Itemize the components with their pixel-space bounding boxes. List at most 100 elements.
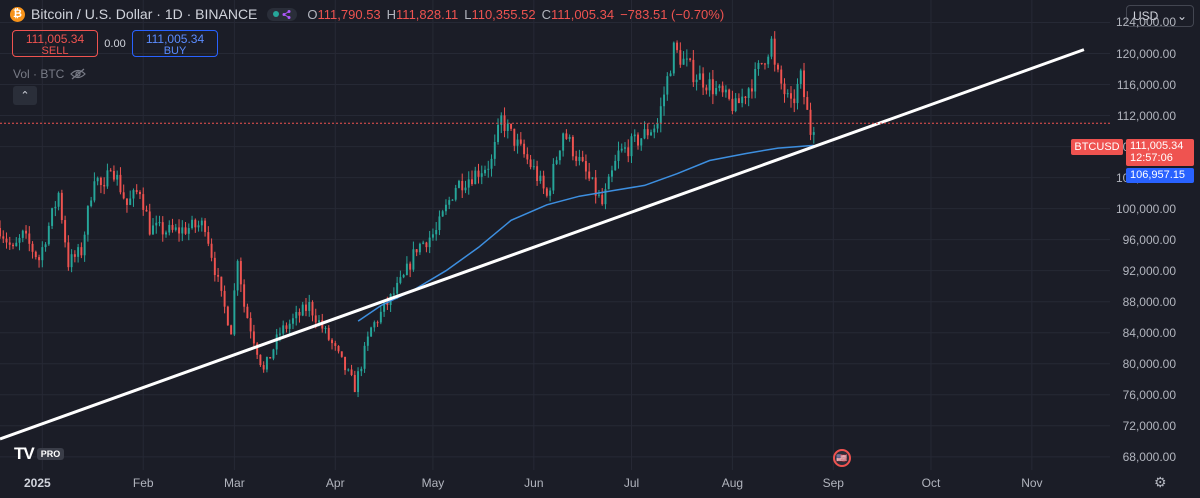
candle-body [44,244,47,248]
candle-body [451,199,454,201]
y-tick-label: 96,000.00 [1122,232,1176,247]
candle-body [373,322,376,328]
candle-body [178,227,181,234]
candle-body [262,365,265,370]
candle-body [643,129,646,139]
bitcoin-icon: ₿ [10,6,25,22]
x-tick-label: Jun [524,476,544,490]
candle-body [90,200,93,207]
candle-body [109,170,112,172]
candle-body [396,282,399,294]
chevron-down-icon: ⌄ [1176,9,1187,23]
candle-body [265,357,268,370]
candle-body [571,136,574,157]
ohlc-change: −783.51 (−0.70%) [620,6,725,22]
candle-body [259,354,262,366]
candle-body [278,333,281,335]
candle-body [536,166,539,181]
candle-body [282,325,285,334]
candle-body [334,343,337,346]
candle-body [767,56,770,65]
candle-body [604,189,607,205]
candle-body [610,170,613,177]
candle-body [226,306,229,326]
gear-icon[interactable]: ⚙ [1154,474,1167,490]
candle-body [155,222,158,226]
x-tick-label: Oct [921,476,941,490]
candle-body [666,76,669,95]
candle-body [269,357,272,359]
candle-body [125,198,128,205]
sell-label: SELL [41,45,69,57]
candle-body [54,206,57,209]
candle-body [711,79,714,95]
candle-body [676,42,679,51]
candle-body [70,254,73,268]
candle-body [60,192,63,221]
candle-body [77,247,80,257]
candle-body [142,194,145,210]
candle-body [597,194,600,196]
candle-body [770,38,773,57]
economic-event-icon[interactable]: 🇺🇸 [833,449,851,467]
candle-body [747,88,750,98]
candle-body [350,369,353,375]
candle-body [698,73,701,80]
candle-body [672,42,675,74]
candle-body [204,220,207,233]
symbol-title[interactable]: Bitcoin / U.S. Dollar · 1D · BINANCE [31,6,258,22]
moving-average-line [357,144,814,322]
candle-body [233,290,236,335]
y-tick-label: 68,000.00 [1122,449,1176,464]
candle-body [174,227,177,230]
candle-body [490,158,493,169]
candle-body [477,170,480,177]
candle-body [663,94,666,107]
candle-body [741,96,744,104]
x-tick-label: 2025 [24,476,51,490]
x-tick-label: Aug [721,476,744,490]
currency-select[interactable]: USD ⌄ [1126,5,1194,27]
buy-button[interactable]: 111,005.34 BUY [132,30,218,57]
sell-price: 111,005.34 [25,32,85,46]
candle-body [132,190,135,199]
candle-body [327,327,330,340]
market-status-indicator[interactable] [267,7,298,21]
candle-body [112,170,115,180]
candle-body [412,249,415,270]
candle-body [480,173,483,177]
candlestick-series [0,31,815,398]
candle-body [659,106,662,124]
candle-body [620,148,623,151]
candle-body [461,180,464,191]
candle-body [103,185,106,187]
sell-button[interactable]: 111,005.34 SELL [12,30,98,57]
candle-body [0,228,1,237]
candle-body [366,336,369,346]
eye-off-icon[interactable] [70,68,87,80]
candle-body [220,276,223,291]
candle-body [718,85,721,89]
collapse-legend-button[interactable]: ⌃ [13,86,37,105]
tradingview-logo[interactable]: TV PRO [14,444,65,464]
candle-body [106,170,109,187]
candle-body [405,263,408,276]
volume-indicator-legend[interactable]: Vol · BTC [13,67,87,81]
candle-body [457,180,460,188]
candle-body [301,304,304,316]
candle-body [516,139,519,146]
candle-body [96,177,99,182]
candle-body [545,188,548,196]
candle-body [386,302,389,306]
candle-body [51,208,54,226]
candle-body [624,147,626,149]
ohlc-low: L110,355.52 [464,6,536,22]
candle-body [184,227,187,234]
candle-body [497,124,500,142]
candle-body [435,230,438,235]
candle-body [617,150,620,161]
candle-body [86,206,89,235]
candle-body [467,179,470,188]
candle-body [318,320,320,323]
